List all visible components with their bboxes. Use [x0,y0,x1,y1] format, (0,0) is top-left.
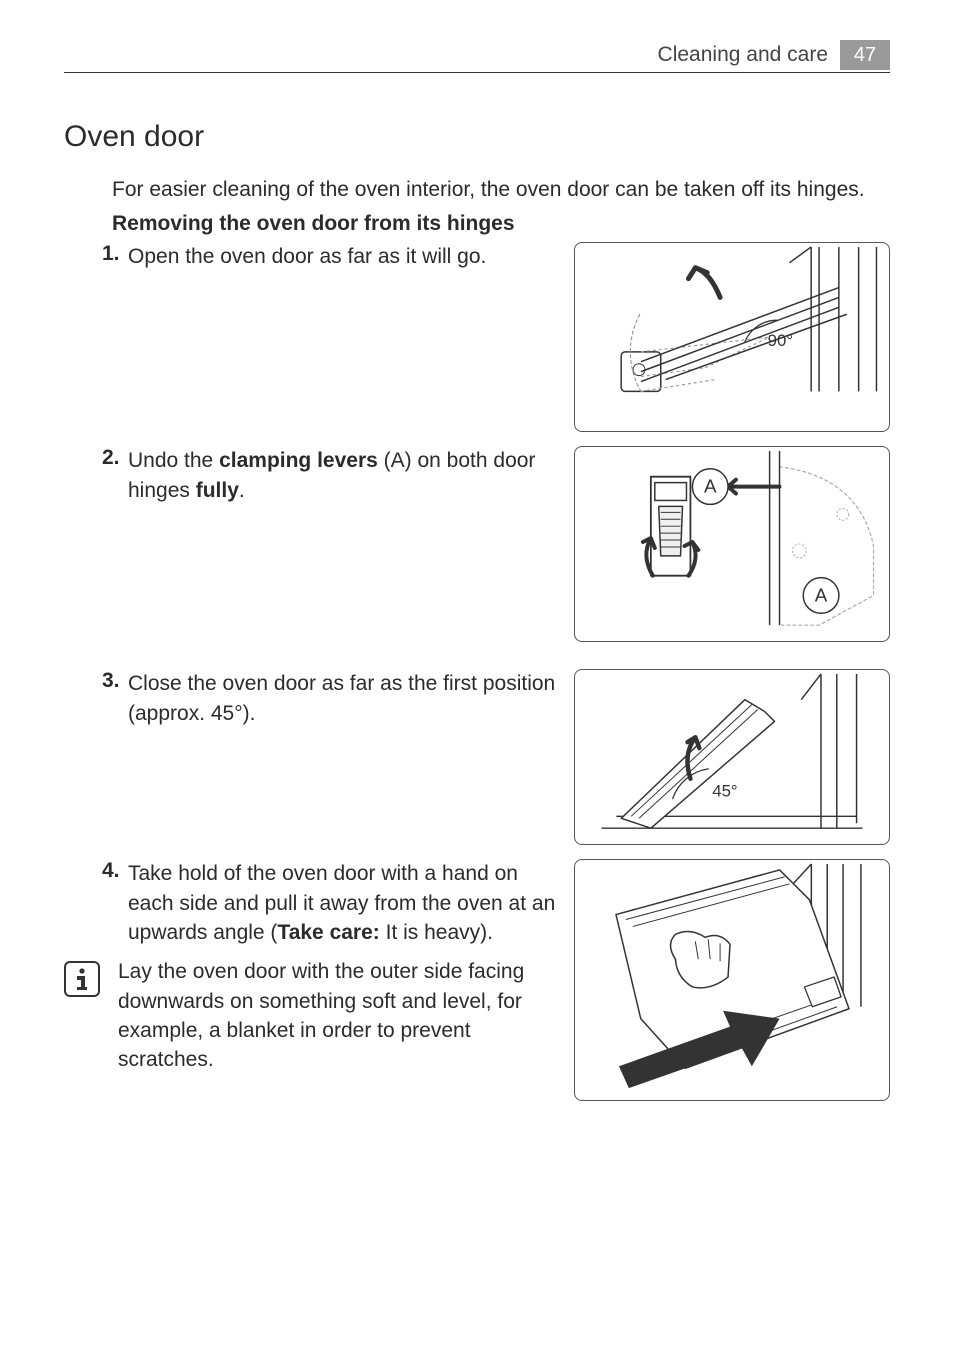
page-number-badge: 47 [840,40,890,70]
step-2-text: Undo the clamping levers (A) on both doo… [128,446,574,505]
header-rule [64,72,890,73]
subtitle: Removing the oven door from its hinges [112,212,890,236]
figure-pull-door [574,859,890,1101]
step-3-block: 3. Close the oven door as far as the fir… [64,669,890,845]
page-header: Cleaning and care 47 [0,0,954,80]
figure-close-45: 45° [574,669,890,845]
step-4-text: Take hold of the oven door with a hand o… [128,859,574,947]
step-4-number: 4. [102,859,128,883]
figure-clamping-levers: AA [574,446,890,642]
step-1-block: 1. Open the oven door as far as it will … [64,242,890,432]
info-note: Lay the oven door with the outer side fa… [64,957,574,1075]
info-icon [64,961,100,997]
step-3-number: 3. [102,669,128,693]
step-1-text: Open the oven door as far as it will go. [128,242,574,271]
step-2-number: 2. [102,446,128,470]
svg-text:45°: 45° [712,782,737,801]
figure-open-door-90: 90° [574,242,890,432]
section-title: Oven door [64,120,890,154]
svg-text:90°: 90° [768,331,793,350]
step-3-text: Close the oven door as far as the first … [128,669,574,728]
step-2-block: 2. Undo the clamping levers (A) on both … [64,446,890,655]
step-4-block: 4. Take hold of the oven door with a han… [64,859,890,1101]
content-area: Oven door For easier cleaning of the ove… [0,80,954,1101]
info-note-text: Lay the oven door with the outer side fa… [118,957,574,1075]
svg-text:A: A [704,476,717,497]
intro-text: For easier cleaning of the oven interior… [112,176,890,204]
header-section-label: Cleaning and care [658,43,828,67]
step-1-number: 1. [102,242,128,266]
svg-text:A: A [815,585,828,606]
